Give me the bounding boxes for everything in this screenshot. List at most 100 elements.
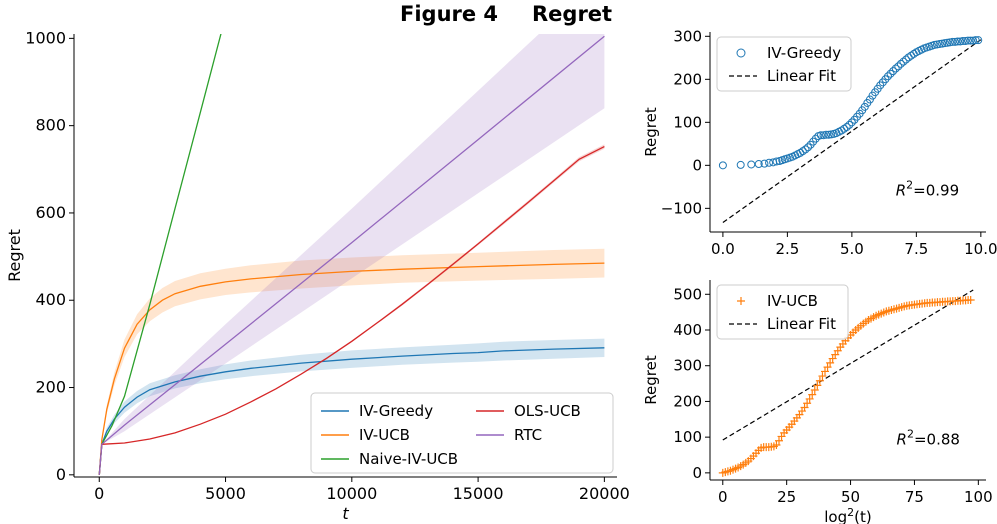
x-tick-label: 7.5 <box>904 240 928 258</box>
data-point <box>840 124 849 133</box>
series-line-ols-ucb <box>98 146 605 475</box>
series-line-rtc <box>98 35 605 475</box>
data-point <box>801 145 810 154</box>
legend-label-linear-fit: Linear Fit <box>767 315 836 333</box>
data-point <box>845 120 854 129</box>
y-tick-label: 500 <box>673 285 702 303</box>
x-axis-label-part: (t) <box>854 508 872 524</box>
figure-title: Regret <box>532 2 613 26</box>
log-squared-regret-chart: 0 25 50 75 1000100200300400500log2(t)RegretR… <box>642 280 993 524</box>
x-axis-label-sup: 2 <box>847 506 854 519</box>
y-tick-label: 400 <box>35 290 66 309</box>
x-tick-label: 2.5 <box>775 240 799 258</box>
y-tick-label: 200 <box>673 392 702 410</box>
data-point <box>842 123 851 132</box>
y-tick-label: 0 <box>692 156 702 174</box>
r-squared-value: =0.99 <box>913 181 959 199</box>
x-tick-label: 50 <box>841 488 860 506</box>
confidence-band-iv-ucb <box>99 248 605 475</box>
data-point <box>958 37 967 46</box>
y-tick-label: 800 <box>35 116 66 135</box>
data-point <box>800 403 809 412</box>
figure-label: Figure 4 <box>400 2 499 26</box>
main-regret-chart: 0 5000 10000 15000 20000 0 200 400 600 800 1000 t Re… <box>5 28 630 523</box>
data-point <box>966 296 975 304</box>
log-regret-chart: 0.0 2.5 5.0 7.5 10.0 −100 0 100 200 300 log(t) Regr… <box>642 27 997 262</box>
x-tick-label: 25 <box>777 488 796 506</box>
x-axis-label-part: log <box>824 508 847 524</box>
legend-label-iv-ucb: IV-UCB <box>767 292 818 310</box>
data-point <box>772 441 781 449</box>
data-point <box>971 36 980 45</box>
legend-label-iv-greedy: IV-Greedy <box>359 402 433 420</box>
x-tick-label: 5000 <box>205 484 246 503</box>
figure-header: Figure 4 Regret <box>0 0 997 30</box>
confidence-band-rtc <box>99 34 605 475</box>
x-tick-label: 0 <box>718 488 728 506</box>
data-point <box>930 40 939 49</box>
legend-label-iv-ucb: IV-UCB <box>359 426 410 444</box>
x-tick-label: 100 <box>964 488 993 506</box>
data-point <box>823 363 832 372</box>
legend-label-ols-ucb: OLS-UCB <box>514 402 581 420</box>
data-point <box>963 36 972 45</box>
data-point <box>883 72 892 81</box>
linear-fit-line <box>722 289 974 441</box>
y-tick-label: 600 <box>35 203 66 222</box>
data-point <box>815 376 824 385</box>
data-point <box>747 160 756 169</box>
data-point <box>951 37 960 46</box>
data-point <box>822 130 831 139</box>
legend: IV-Greedy Linear Fit <box>716 36 852 92</box>
data-point <box>803 399 812 408</box>
data-point <box>956 37 965 46</box>
y-axis-label: Regret <box>642 355 660 405</box>
data-point <box>945 38 954 47</box>
legend-label-naive-iv-ucb: Naive-IV-UCB <box>359 450 458 468</box>
legend-label-linear-fit: Linear Fit <box>767 67 836 85</box>
r-squared-exponent: 2 <box>907 427 914 440</box>
data-point <box>805 394 814 403</box>
data-point <box>819 131 828 140</box>
data-point <box>948 37 957 46</box>
confidence-band-iv-greedy <box>99 338 605 475</box>
data-point <box>889 67 898 76</box>
data-point <box>718 161 727 170</box>
x-tick-label: 5.0 <box>840 240 864 258</box>
x-axis-label: log(t) <box>828 260 868 262</box>
data-point <box>818 372 827 381</box>
data-point <box>808 390 817 399</box>
data-point <box>765 158 774 167</box>
data-point <box>775 436 783 445</box>
legend-swatch-iv-ucb <box>737 297 745 305</box>
data-point <box>754 160 763 169</box>
legend-label-rtc: RTC <box>514 426 542 444</box>
x-tick-label: 15000 <box>453 484 504 503</box>
data-point <box>798 147 807 156</box>
r-squared-annotation: R2=0.99 <box>896 178 959 199</box>
data-point <box>826 358 835 367</box>
y-tick-label: 1000 <box>25 28 66 47</box>
linear-fit-line <box>722 39 982 223</box>
x-axis-label: log2(t) <box>824 506 871 524</box>
r-squared-symbol: R <box>896 181 906 199</box>
plot-area <box>98 34 605 475</box>
data-point <box>772 157 781 166</box>
y-axis-label: Regret <box>642 107 660 157</box>
legend-frame <box>716 36 852 92</box>
x-tick-label: 75 <box>905 488 924 506</box>
data-point <box>899 57 908 66</box>
data-point <box>902 55 911 64</box>
data-point <box>969 36 978 45</box>
data-point <box>896 59 905 68</box>
data-point <box>940 39 949 48</box>
data-point <box>847 118 856 127</box>
data-point <box>760 159 769 168</box>
r-squared-symbol: R <box>897 430 907 448</box>
y-tick-label: −100 <box>661 199 702 217</box>
y-tick-label: 100 <box>673 428 702 446</box>
data-point <box>827 130 836 139</box>
legend-label-iv-greedy: IV-Greedy <box>767 44 841 62</box>
y-tick-label: 300 <box>673 357 702 375</box>
x-tick-label: 20000 <box>579 484 630 503</box>
